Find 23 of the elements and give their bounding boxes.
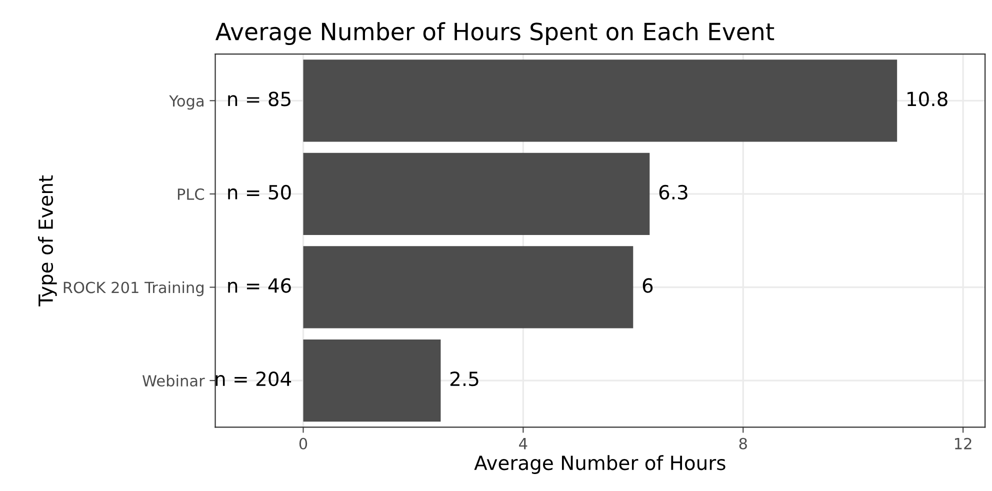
bar — [303, 246, 634, 328]
bar — [303, 152, 650, 235]
y-axis-title: Type of Event — [38, 175, 57, 306]
data-label: 6 — [642, 278, 653, 293]
annotation: n = 46 — [228, 278, 291, 293]
y-tick-label: Webinar — [142, 374, 205, 387]
bar — [303, 60, 898, 142]
annotation: n = 204 — [216, 371, 292, 386]
bar — [303, 339, 441, 422]
x-tick-label: 8 — [739, 438, 747, 450]
y-tick-label: Yoga — [169, 95, 204, 110]
x-tick-label: 12 — [955, 438, 972, 450]
x-tick-label: 0 — [299, 438, 308, 450]
y-tick-label: PLC — [178, 188, 204, 200]
x-axis-title: Average Number of Hours — [474, 455, 726, 474]
annotation: n = 50 — [228, 184, 291, 200]
x-tick-label: 4 — [519, 438, 528, 450]
y-tick-label: ROCK 201 Training — [64, 281, 204, 296]
chart-title: Average Number of Hours Spent on Each Event — [215, 22, 774, 46]
data-label: 10.8 — [908, 92, 948, 106]
data-label: 6.3 — [659, 184, 688, 200]
data-label: 2.5 — [450, 371, 478, 386]
annotation: n = 85 — [228, 92, 290, 106]
